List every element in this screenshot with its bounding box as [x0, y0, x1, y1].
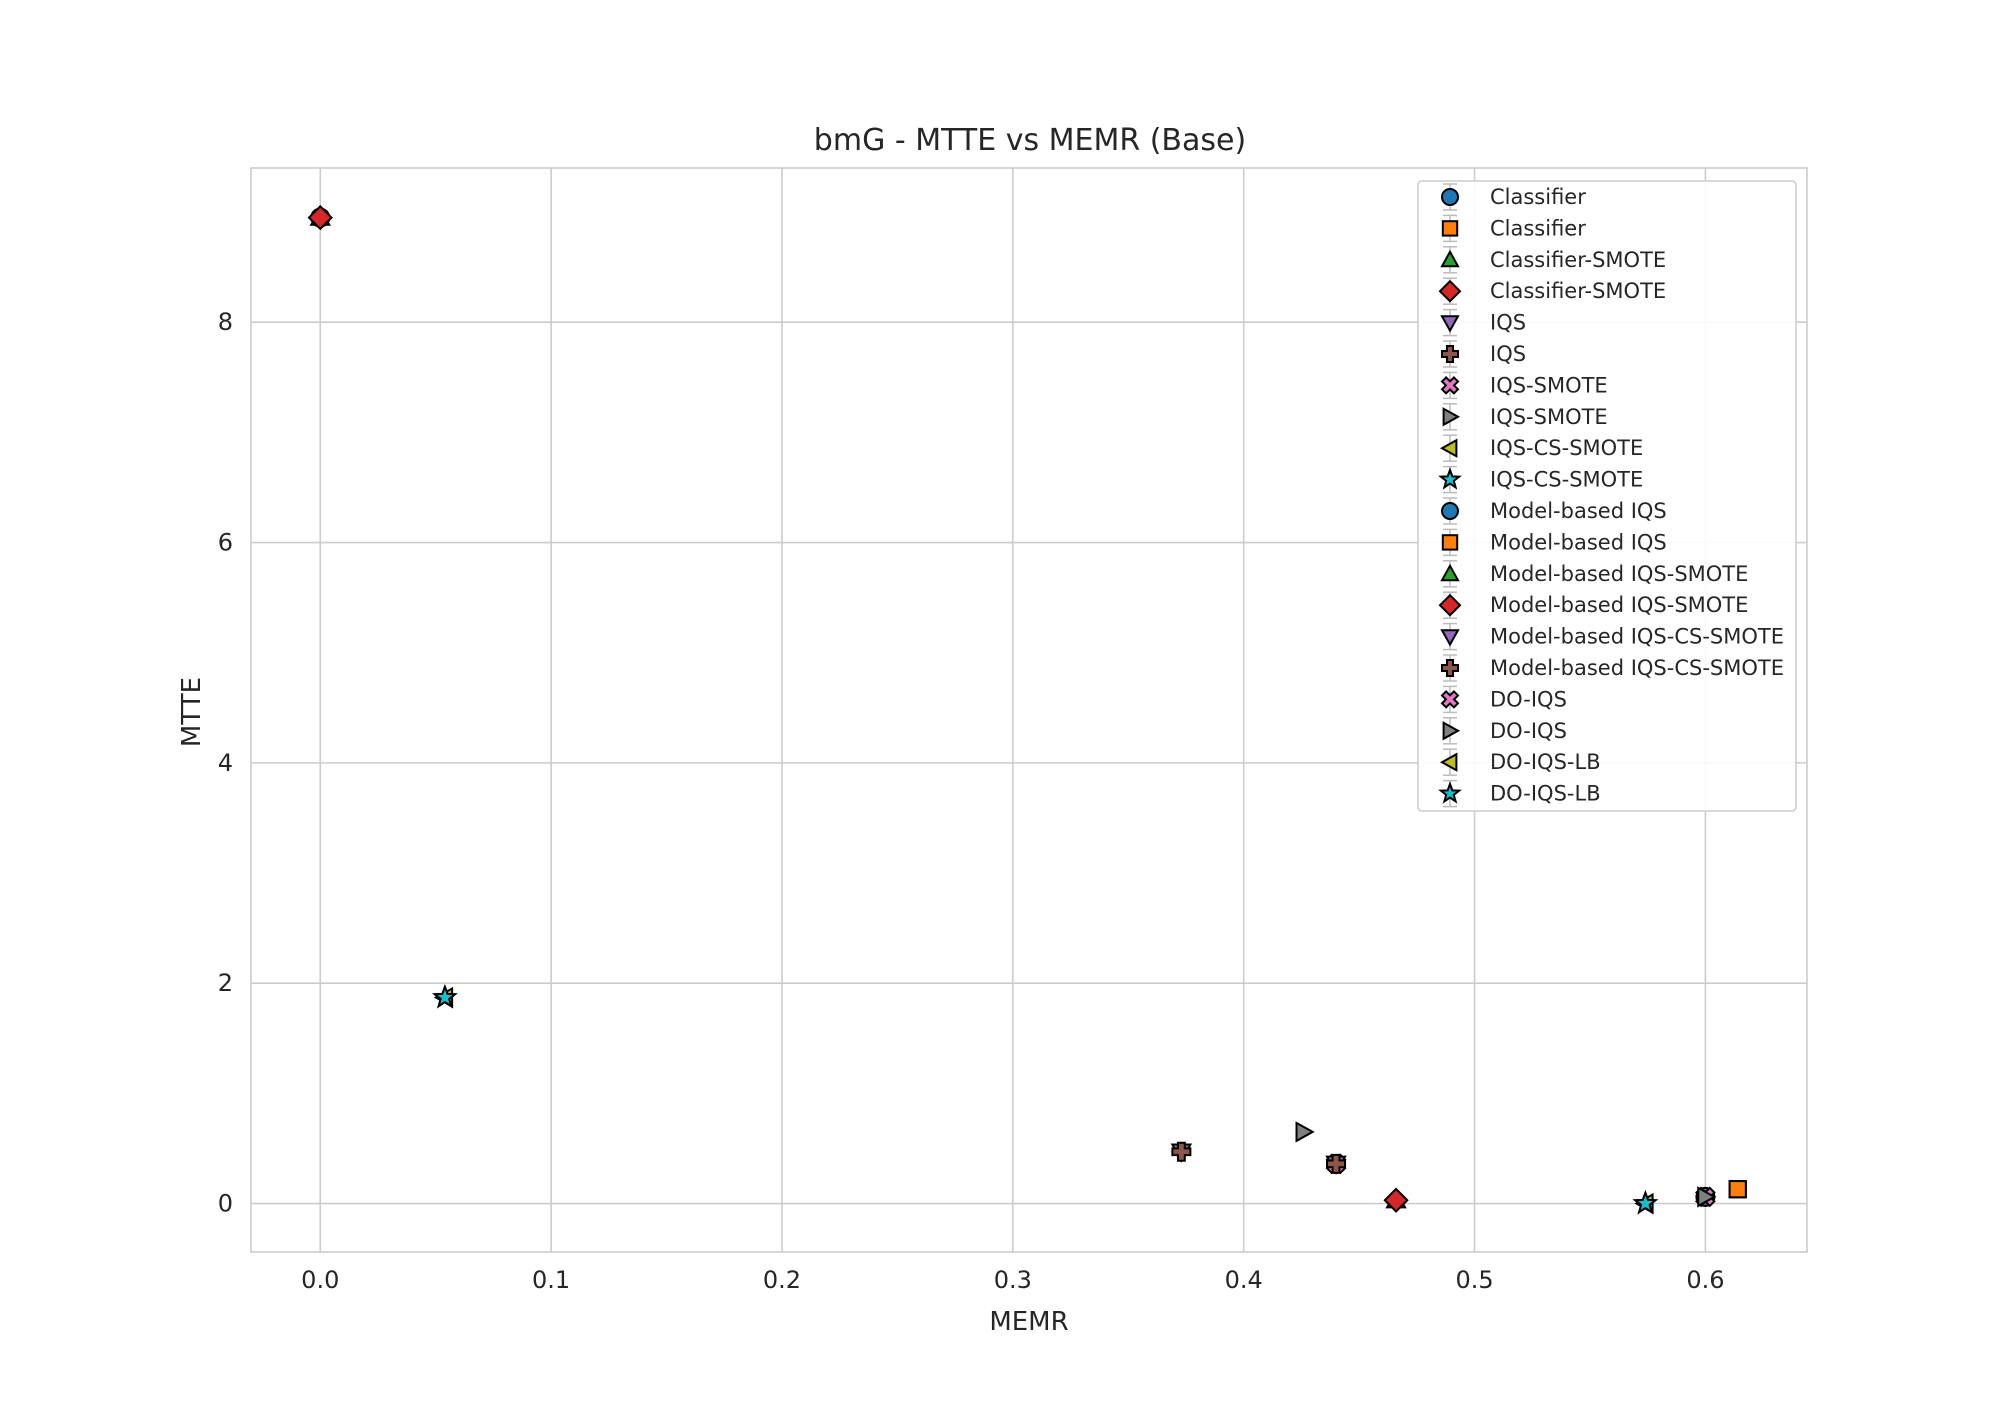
y-tick-label: 8	[218, 308, 233, 336]
legend-marker	[1441, 188, 1459, 206]
legend-marker	[1440, 629, 1460, 647]
legend-label: Model-based IQS-CS-SMOTE	[1490, 625, 1784, 649]
y-tick-label: 4	[218, 749, 233, 777]
legend-label: IQS-CS-SMOTE	[1490, 468, 1643, 492]
legend-label: Classifier-SMOTE	[1490, 279, 1666, 303]
x-tick-label: 0.1	[532, 1266, 570, 1294]
legend-marker	[1439, 752, 1458, 772]
data-point	[1632, 1189, 1659, 1215]
data-points	[307, 204, 1747, 1215]
grid-lines	[251, 168, 1807, 1252]
x-axis-label: MEMR	[989, 1307, 1068, 1337]
x-tick-label: 0.2	[763, 1266, 801, 1294]
legend-label: Model-based IQS	[1490, 530, 1667, 554]
legend-label: IQS	[1490, 342, 1526, 366]
legend-label: Model-based IQS-SMOTE	[1490, 593, 1748, 617]
chart-title: bmG - MTTE vs MEMR (Base)	[814, 123, 1246, 158]
legend-label: DO-IQS	[1490, 687, 1567, 711]
legend-marker	[1440, 315, 1460, 333]
data-point	[1383, 1187, 1409, 1213]
legend-marker	[1439, 438, 1458, 458]
x-tick-label: 0.5	[1455, 1266, 1493, 1294]
x-tick-label: 0.6	[1686, 1266, 1724, 1294]
legend: Classifier Classifier Classifier-SMOTE Clas…	[1417, 180, 1797, 812]
legend-marker	[1440, 563, 1460, 582]
x-tick-label: 0.4	[1225, 1266, 1263, 1294]
legend-marker	[1442, 721, 1461, 741]
legend-marker	[1438, 279, 1462, 303]
y-axis-label: MTTE	[177, 677, 207, 747]
legend-marker	[1438, 467, 1462, 490]
legend-marker	[1440, 690, 1460, 709]
legend-label: IQS	[1490, 311, 1526, 335]
legend-label: DO-IQS	[1490, 719, 1567, 743]
legend-label: DO-IQS-LB	[1490, 750, 1601, 774]
data-point	[1697, 1186, 1717, 1208]
data-point	[1171, 1141, 1192, 1162]
y-tick-label: 6	[218, 529, 233, 557]
data-point	[431, 983, 458, 1009]
legend-marker	[1438, 781, 1462, 804]
legend-label: Classifier	[1490, 216, 1586, 240]
data-point	[1728, 1180, 1747, 1199]
legend-marker	[1441, 659, 1459, 677]
data-point	[1295, 1121, 1315, 1143]
legend-label: Model-based IQS-CS-SMOTE	[1490, 656, 1784, 680]
x-tick-labels: 0.0 0.1 0.2 0.3 0.4 0.5 0.6	[301, 1266, 1724, 1294]
x-tick-label: 0.3	[994, 1266, 1032, 1294]
legend-marker	[1441, 502, 1459, 520]
legend-marker	[1441, 534, 1459, 551]
legend-label: DO-IQS-LB	[1490, 782, 1601, 806]
legend-label: IQS-SMOTE	[1490, 373, 1608, 397]
y-tick-label: 2	[218, 969, 233, 997]
legend-label: IQS-SMOTE	[1490, 405, 1608, 429]
legend-marker	[1440, 249, 1460, 268]
legend-label: Classifier	[1490, 185, 1586, 209]
legend-marker	[1440, 376, 1460, 395]
legend-frame	[1417, 180, 1797, 812]
legend-marker	[1438, 593, 1462, 617]
x-tick-label: 0.0	[301, 1266, 339, 1294]
legend-label: Model-based IQS-SMOTE	[1490, 562, 1748, 586]
y-tick-labels: 0 2 4 6 8	[218, 308, 233, 1217]
legend-label: IQS-CS-SMOTE	[1490, 436, 1643, 460]
legend-label: Model-based IQS	[1490, 499, 1667, 523]
legend-marker	[1442, 407, 1461, 427]
legend-label: Classifier-SMOTE	[1490, 248, 1666, 272]
legend-marker	[1441, 220, 1459, 237]
y-tick-label: 0	[218, 1190, 233, 1218]
data-point	[1326, 1153, 1347, 1174]
data-point	[307, 204, 333, 231]
legend-marker	[1441, 345, 1459, 363]
